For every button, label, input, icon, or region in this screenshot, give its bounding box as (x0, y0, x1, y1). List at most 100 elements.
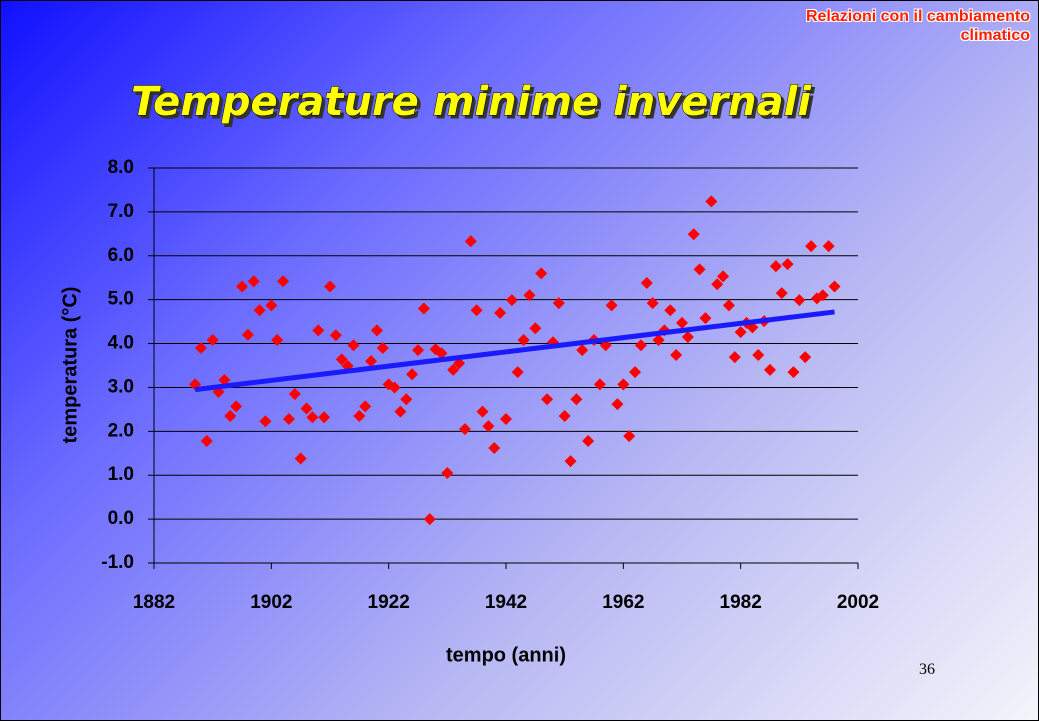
data-point (259, 415, 272, 428)
x-tick-label: 2002 (837, 592, 879, 613)
data-point (335, 353, 348, 366)
y-tick-label: -1.0 (101, 552, 134, 573)
x-axis-label: tempo (anni) (446, 644, 566, 666)
data-point (458, 423, 471, 436)
data-point (558, 409, 571, 422)
data-point (822, 240, 835, 253)
data-point (230, 400, 243, 413)
data-point (394, 405, 407, 418)
data-point (541, 393, 554, 406)
data-point (593, 378, 606, 391)
data-point (441, 467, 454, 480)
data-point (282, 413, 295, 426)
data-point (676, 316, 688, 329)
data-point (470, 304, 483, 317)
data-point (423, 513, 436, 526)
data-point (722, 299, 735, 312)
data-point (306, 411, 319, 424)
data-point (705, 195, 718, 208)
x-tick-label: 1942 (485, 592, 527, 613)
data-point (670, 348, 683, 361)
x-tick-label: 1982 (720, 592, 762, 613)
data-point (494, 306, 507, 319)
data-point (523, 289, 536, 302)
y-tick-label: 2.0 (108, 420, 134, 441)
trend-line (194, 309, 835, 393)
y-tick-label: 0.0 (108, 508, 134, 529)
data-point (224, 409, 237, 422)
data-point (634, 339, 647, 352)
data-point (265, 299, 278, 312)
data-point (564, 455, 577, 468)
data-point (200, 434, 213, 447)
data-point (535, 267, 548, 280)
data-point (247, 275, 260, 288)
data-point (728, 351, 741, 364)
data-point (505, 294, 518, 307)
data-point (447, 363, 460, 376)
data-point (388, 381, 401, 394)
data-point (365, 355, 378, 368)
data-point (687, 228, 700, 241)
y-tick-label: 6.0 (108, 245, 134, 266)
data-point (793, 294, 806, 307)
data-point (218, 373, 231, 386)
data-point (711, 278, 724, 291)
data-point (476, 405, 489, 418)
y-tick-label: 7.0 (108, 201, 134, 222)
data-point (646, 297, 659, 310)
data-point (277, 275, 290, 288)
data-point (359, 400, 372, 413)
data-point (693, 263, 706, 276)
data-point (206, 334, 219, 347)
y-tick-label: 5.0 (108, 289, 134, 310)
data-point (611, 398, 624, 411)
data-point (400, 393, 413, 406)
data-point (640, 276, 653, 289)
data-point (617, 378, 630, 391)
data-point (769, 260, 782, 273)
data-point (353, 409, 366, 422)
data-point (194, 341, 207, 354)
data-point (799, 351, 812, 364)
data-point (271, 334, 284, 347)
data-point (329, 329, 342, 342)
data-point (347, 339, 360, 352)
data-point (294, 452, 307, 465)
data-point (464, 235, 477, 248)
data-point (312, 324, 325, 337)
data-point (370, 324, 383, 337)
data-point (529, 322, 542, 335)
data-point (236, 280, 248, 293)
y-tick-label: 4.0 (108, 333, 134, 354)
data-point (623, 430, 636, 443)
data-point (764, 363, 776, 376)
y-tick-label: 3.0 (108, 376, 134, 397)
data-point (488, 442, 501, 455)
chart-title: Temperature minime invernali (131, 79, 812, 125)
data-point (699, 312, 712, 325)
data-point (629, 366, 642, 379)
data-point (570, 393, 583, 406)
data-point (511, 366, 524, 379)
data-point (406, 368, 419, 381)
data-point (241, 328, 254, 341)
data-point (376, 341, 389, 354)
data-point (681, 330, 694, 343)
data-point (805, 240, 818, 253)
data-point (517, 334, 530, 347)
data-point (582, 434, 595, 447)
x-tick-label: 1962 (602, 592, 644, 613)
data-point (828, 280, 841, 293)
y-tick-label: 8.0 (108, 157, 134, 178)
data-point (576, 344, 589, 357)
data-point (482, 420, 495, 433)
y-tick-label: 1.0 (108, 464, 134, 485)
page-number: 36 (919, 661, 935, 678)
data-point (417, 302, 430, 315)
data-point (253, 304, 266, 317)
data-point (435, 347, 448, 360)
data-point (412, 344, 424, 357)
